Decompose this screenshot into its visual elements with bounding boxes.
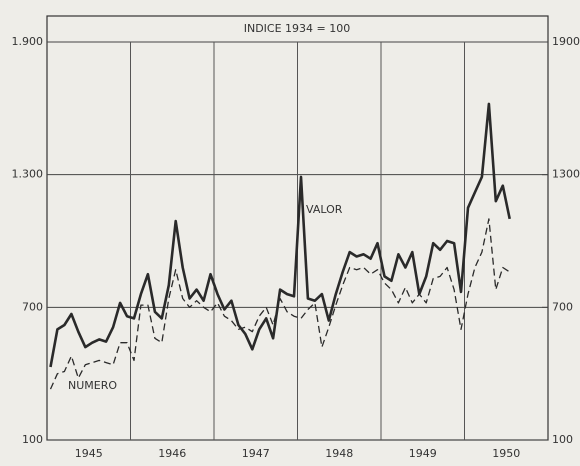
x-tick-label: 1948 — [325, 447, 353, 460]
y-tick-label: 1.300 — [12, 168, 44, 181]
x-tick-label: 1950 — [492, 447, 520, 460]
chart-title: INDICE 1934 = 100 — [244, 22, 351, 35]
series-label: VALOR — [306, 203, 343, 216]
y2-tick-label: 1900 — [552, 35, 580, 48]
x-tick-label: 1947 — [242, 447, 270, 460]
series-label: NUMERO — [68, 379, 117, 392]
series-line — [49, 218, 511, 390]
y-tick-label: 700 — [22, 300, 43, 313]
y-tick-label: 100 — [22, 433, 43, 446]
y2-tick-label: 700 — [552, 300, 573, 313]
x-tick-label: 1949 — [409, 447, 437, 460]
x-tick-label: 1946 — [158, 447, 186, 460]
y2-tick-label: 100 — [552, 433, 573, 446]
y2-tick-label: 1300 — [552, 168, 580, 181]
x-tick-label: 1945 — [75, 447, 103, 460]
y-tick-label: 1.900 — [12, 35, 44, 48]
series-line — [49, 102, 511, 368]
